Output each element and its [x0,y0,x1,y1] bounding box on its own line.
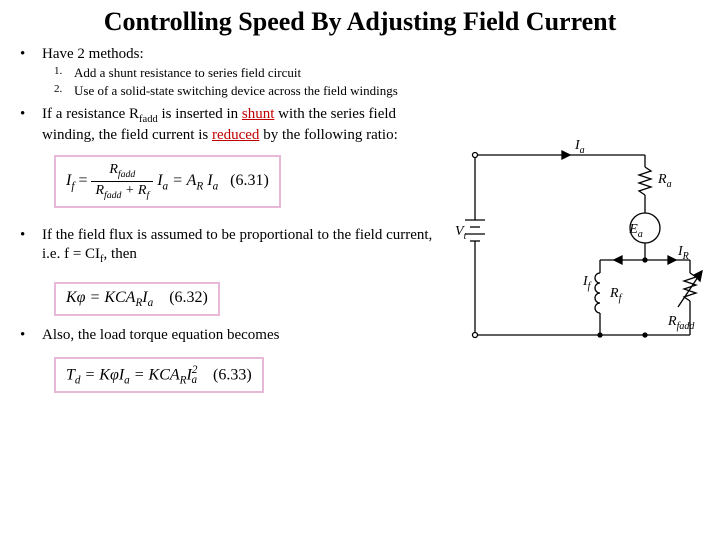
label-if: If [582,274,592,292]
shunt-underline: shunt [242,106,275,122]
equation-6-32: Kφ = KCARIa (6.32) [54,282,220,316]
numbered-list: 1. Add a shunt resistance to series fiel… [54,65,450,99]
page-title: Controlling Speed By Adjusting Field Cur… [20,8,700,37]
num-1: 1. [54,65,74,81]
num-2: 2. [54,83,74,99]
label-vt: Vt [455,224,467,242]
num-item-1: 1. Add a shunt resistance to series fiel… [54,65,450,81]
equation-6-33: Td = KφIa = KCARI2a (6.33) [54,357,264,394]
eq-631-num: (6.31) [230,172,269,189]
bullet-1: • Have 2 methods: [20,45,450,64]
num-item-2: 2. Use of a solid-state switching device… [54,83,450,99]
label-rf: Rf [609,286,623,304]
bullet-2: • If a resistance Rfadd is inserted in s… [20,105,450,145]
label-ea: Ea [628,222,643,240]
bullet-4-text: Also, the load torque equation becomes [42,326,450,345]
eq-632-num: (6.32) [169,289,208,306]
bullet-mark: • [20,226,42,266]
content-column: • Have 2 methods: 1. Add a shunt resista… [20,45,450,402]
bullet-1-text: Have 2 methods: [42,45,450,64]
label-ra: Ra [657,172,672,190]
label-ir: IR [677,244,689,262]
bullet-mark: • [20,45,42,64]
bullet-3-text: If the field flux is assumed to be propo… [42,226,450,266]
bullet-mark: • [20,105,42,145]
eq-633-num: (6.33) [213,366,252,383]
label-ia: Ia [574,138,585,156]
reduced-underline: reduced [212,127,259,143]
bullet-2-text: If a resistance Rfadd is inserted in shu… [42,105,450,145]
num-2-text: Use of a solid-state switching device ac… [74,83,398,99]
bullet-mark: • [20,326,42,345]
label-rfadd: Rfadd [667,314,695,332]
bullet-4: • Also, the load torque equation becomes [20,326,450,345]
num-1-text: Add a shunt resistance to series field c… [74,65,301,81]
equation-6-31: If = Rfadd Rfadd + Rf Ia = AR Ia (6.31) [54,155,281,208]
circuit-diagram: Vt Ia Ra Ea If Rf IR Rfadd [450,125,710,365]
bullet-3: • If the field flux is assumed to be pro… [20,226,450,266]
